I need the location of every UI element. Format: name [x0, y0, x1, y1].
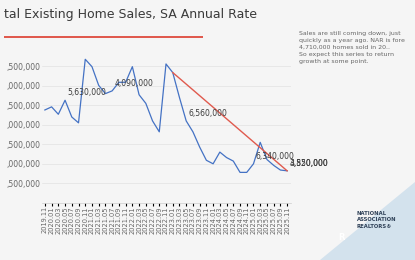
Text: 4,090,000: 4,090,000 — [114, 79, 153, 88]
Text: 6,340,000: 6,340,000 — [256, 152, 294, 161]
Text: tal Existing Home Sales, SA Annual Rate: tal Existing Home Sales, SA Annual Rate — [4, 8, 257, 21]
Text: Sales are still coming down, just
quickly as a year ago. NAR is fore
4,710,000 h: Sales are still coming down, just quickl… — [299, 31, 405, 64]
Text: 3,820,000: 3,820,000 — [289, 159, 328, 168]
Text: 6,560,000: 6,560,000 — [188, 109, 227, 118]
Text: 5,630,000: 5,630,000 — [67, 88, 106, 97]
Text: R: R — [338, 233, 344, 242]
Text: NATIONAL
ASSOCIATION
REALTORS®: NATIONAL ASSOCIATION REALTORS® — [357, 211, 396, 229]
Text: 4,550,000: 4,550,000 — [289, 159, 328, 168]
